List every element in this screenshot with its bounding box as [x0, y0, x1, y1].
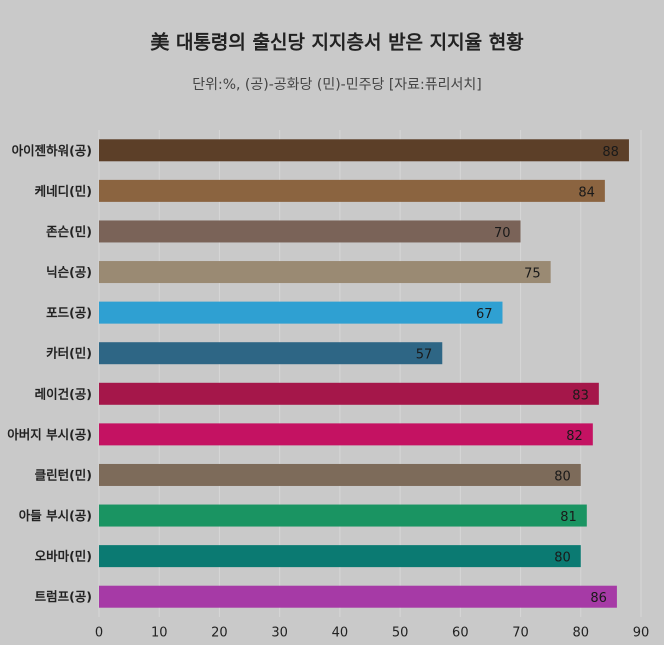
category-label: 클린턴(민) [35, 467, 92, 482]
x-tick-label: 80 [573, 626, 590, 641]
bar [99, 301, 503, 324]
bar [99, 261, 551, 284]
category-label: 아들 부시(공) [19, 508, 92, 523]
x-tick-label: 10 [151, 626, 168, 641]
value-label: 70 [494, 226, 511, 241]
x-tick-label: 40 [332, 626, 349, 641]
value-label: 88 [602, 145, 619, 160]
value-label: 80 [554, 469, 571, 484]
category-label: 트럼프(공) [35, 589, 92, 604]
x-tick-label: 0 [95, 626, 103, 641]
category-label: 오바마(민) [35, 549, 92, 564]
bar [99, 423, 593, 446]
bar [99, 139, 629, 162]
bar [99, 179, 605, 202]
category-label: 포드(공) [46, 305, 92, 320]
chart-title: 美 대통령의 출신당 지지층서 받은 지지율 현황 [150, 31, 524, 54]
chart-subtitle: 단위:%, (공)-공화당 (민)-민주당 [자료:퓨리서치] [192, 77, 482, 93]
value-label: 57 [416, 348, 433, 363]
x-tick-label: 90 [633, 626, 650, 641]
x-tick-label: 30 [271, 626, 288, 641]
bar [99, 342, 443, 365]
value-label: 81 [560, 510, 577, 525]
value-label: 84 [578, 185, 595, 200]
category-label: 아버지 부시(공) [7, 427, 92, 442]
category-label: 아이젠하워(공) [12, 143, 92, 158]
value-label: 83 [572, 388, 589, 403]
category-label: 카터(민) [46, 346, 92, 361]
bar [99, 545, 581, 568]
bar [99, 463, 581, 486]
bar [99, 585, 617, 608]
bar [99, 220, 521, 243]
value-label: 86 [590, 591, 607, 606]
bar [99, 382, 599, 405]
category-label: 케네디(민) [35, 183, 92, 198]
x-tick-label: 60 [452, 626, 469, 641]
value-label: 82 [566, 429, 583, 444]
x-tick-label: 50 [392, 626, 409, 641]
category-label: 닉슨(공) [46, 265, 92, 280]
category-label: 존슨(민) [46, 224, 92, 239]
value-label: 67 [476, 307, 493, 322]
category-label: 레이건(공) [35, 386, 92, 401]
bar [99, 504, 587, 527]
value-label: 75 [524, 267, 541, 282]
x-tick-label: 70 [512, 626, 529, 641]
value-label: 80 [554, 551, 571, 566]
x-tick-label: 20 [211, 626, 228, 641]
